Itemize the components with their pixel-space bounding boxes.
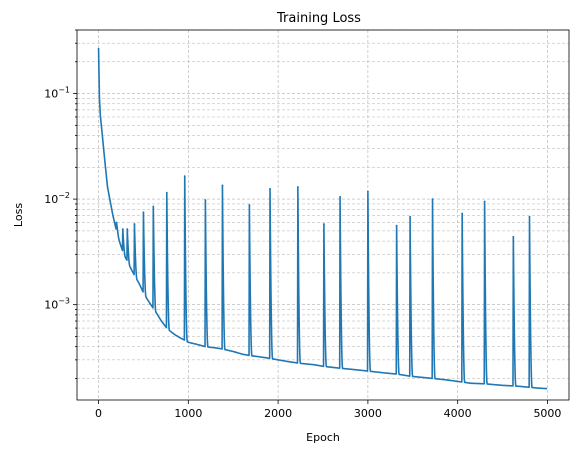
loss-spike-peak — [409, 215, 411, 218]
x-tick-label: 0 — [95, 407, 102, 420]
x-tick-label: 4000 — [444, 407, 472, 420]
loss-spike-peak — [395, 224, 398, 227]
y-ticks: 10−1 10−2 10−3 — [44, 29, 77, 379]
loss-spike-peak — [296, 186, 299, 188]
y-axis-label: Loss — [12, 203, 25, 227]
loss-series — [97, 48, 548, 390]
x-axis-label: Epoch — [306, 431, 340, 444]
loss-spike-peak — [142, 211, 145, 214]
loss-spike-peak — [183, 175, 186, 178]
loss-spike-peak — [512, 235, 515, 238]
plot-frame — [76, 29, 570, 401]
loss-spike-peak — [248, 204, 251, 206]
loss-spike-peak — [121, 228, 124, 230]
loss-spike-peak — [431, 198, 434, 201]
loss-spike-peak — [165, 191, 168, 194]
loss-spike-peak — [339, 195, 341, 198]
minor-grid — [77, 29, 569, 379]
loss-spike-peak — [322, 223, 325, 225]
loss-spike-peak — [269, 187, 271, 190]
loss-spike-peak — [366, 190, 369, 193]
y-tick-label: 10−1 — [44, 86, 70, 101]
x-ticks: 0 1000 2000 3000 4000 5000 — [95, 400, 561, 420]
y-tick-label: 10−2 — [44, 191, 70, 206]
loss-spike-peak — [126, 228, 129, 230]
x-tick-label: 2000 — [264, 407, 292, 420]
loss-spike-peak — [221, 184, 224, 187]
chart-title: Training Loss — [276, 11, 361, 26]
loss-spike-peak — [152, 205, 155, 208]
x-tick-label: 3000 — [354, 407, 382, 420]
loss-spike-peak — [528, 215, 531, 218]
loss-spike-peak — [115, 221, 118, 224]
loss-spike-peak — [204, 199, 207, 201]
loss-spike-peak — [461, 212, 464, 215]
x-tick-label: 5000 — [533, 407, 561, 420]
loss-spike-peak — [483, 200, 486, 203]
x-tick-label: 1000 — [174, 407, 202, 420]
loss-line — [97, 48, 548, 390]
y-tick-label: 10−3 — [44, 297, 70, 312]
loss-spike-peak — [133, 223, 136, 225]
